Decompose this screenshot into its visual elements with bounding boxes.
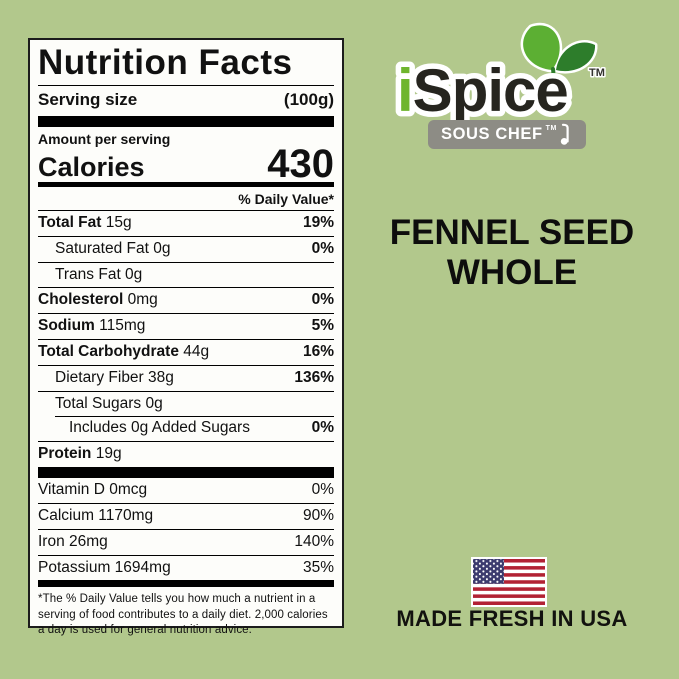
daily-value-footnote: *The % Daily Value tells you how much a … xyxy=(38,593,328,636)
nutrient-row: Potassium 1694mg 35% xyxy=(38,554,334,581)
nutrient-row: Trans Fat 0g xyxy=(38,261,334,288)
product-title: FENNEL SEED WHOLE xyxy=(345,213,679,294)
nutrient-daily-value: 16% xyxy=(302,343,334,361)
ispice-logo: iSpice iSpice TM xyxy=(392,22,611,130)
nutrient-row: Total Fat 15g 19% xyxy=(38,209,334,236)
nutrient-label: Cholesterol 0mg xyxy=(38,291,158,309)
nutrient-daily-value: 19% xyxy=(302,213,334,231)
nutrient-label: Calcium 1170mg xyxy=(38,506,154,524)
nutrient-row: Total Sugars 0g xyxy=(38,390,334,417)
serving-size-label: Serving size xyxy=(38,90,138,110)
nutrient-row: Total Carbohydrate 44g 16% xyxy=(38,339,334,365)
nutrient-label: Total Carbohydrate 44g xyxy=(38,343,210,361)
nutrient-label: Total Sugars 0g xyxy=(55,394,163,412)
nutrient-daily-value: 136% xyxy=(294,368,334,386)
serving-size-value: (100g) xyxy=(283,90,334,110)
vitamin-rows: Vitamin D 0mcg 0% Calcium 1170mg 90% Iron 26… xyxy=(38,478,334,580)
calories-label: Calories xyxy=(38,151,145,182)
nutrient-row: Iron 26mg 140% xyxy=(38,528,334,555)
nutrient-row: Vitamin D 0mcg 0% xyxy=(38,478,334,503)
nutrient-daily-value: 90% xyxy=(302,506,334,524)
banner-trademark: TM xyxy=(545,125,557,132)
calories-row: Calories 430 xyxy=(38,142,334,187)
nutrient-label: Iron 26mg xyxy=(38,532,108,550)
nutrient-label: Protein 19g xyxy=(38,445,122,463)
nutrient-daily-value: 0% xyxy=(311,291,334,309)
nutrient-daily-value: 5% xyxy=(311,317,334,335)
product-title-line1: FENNEL SEED xyxy=(389,213,635,252)
ispice-logo-text: iSpice xyxy=(397,57,568,124)
nutrient-label: Trans Fat 0g xyxy=(55,265,143,283)
nutrient-label: Total Fat 15g xyxy=(38,213,132,231)
nutrient-daily-value: 0% xyxy=(311,481,334,499)
sous-chef-banner: SOUS CHEF TM xyxy=(428,120,586,149)
nutrient-row: Protein 19g xyxy=(38,441,334,467)
nutrient-label: Sodium 115mg xyxy=(38,317,146,335)
nutrient-label: Includes 0g Added Sugars xyxy=(69,419,250,437)
nutrient-row: Dietary Fiber 38g 136% xyxy=(38,364,334,391)
nutrient-label: Saturated Fat 0g xyxy=(55,239,171,257)
nutrient-daily-value: 140% xyxy=(294,532,334,550)
nutrient-rows: Total Fat 15g 19% Saturated Fat 0g 0% Trans … xyxy=(38,209,334,467)
ispice-logo-graphic: iSpice iSpice TM xyxy=(392,22,606,130)
nutrition-facts-title: Nutrition Facts xyxy=(38,43,334,87)
nutrient-row: Calcium 1170mg 90% xyxy=(38,502,334,529)
nutrient-label: Potassium 1694mg xyxy=(38,558,171,576)
serving-size-row: Serving size (100g) xyxy=(38,86,334,116)
divider-bar-thick xyxy=(38,116,334,128)
nutrient-label: Dietary Fiber 38g xyxy=(55,368,174,386)
logo-trademark: TM xyxy=(589,67,605,79)
us-flag-icon xyxy=(471,557,547,607)
nutrition-facts-label: Nutrition Facts Serving size (100g) Amou… xyxy=(28,38,344,636)
nutrient-label: Vitamin D 0mcg xyxy=(38,481,148,499)
divider-bar-thick xyxy=(38,467,334,479)
divider-bar-footnote xyxy=(38,580,334,588)
product-title-line2: WHOLE xyxy=(446,253,578,293)
leaf-icon xyxy=(520,22,598,88)
nutrient-daily-value: 0% xyxy=(311,239,334,257)
sous-chef-text: SOUS CHEF xyxy=(441,125,543,143)
amount-per-serving-label: Amount per serving xyxy=(38,131,171,148)
nutrient-row: Cholesterol 0mg 0% xyxy=(38,287,334,313)
ladle-icon xyxy=(560,123,569,145)
ispice-logo-outline: iSpice xyxy=(397,57,568,124)
nutrient-row: Saturated Fat 0g 0% xyxy=(38,235,334,262)
nutrient-row: Includes 0g Added Sugars 0% xyxy=(38,416,334,441)
nutrient-daily-value: 0% xyxy=(311,419,334,437)
nutrient-daily-value: 35% xyxy=(302,558,334,576)
daily-value-header: % Daily Value* xyxy=(238,190,334,207)
calories-value: 430 xyxy=(267,142,334,187)
origin-text: MADE FRESH IN USA xyxy=(396,606,628,631)
nutrient-row: Sodium 115mg 5% xyxy=(38,313,334,339)
